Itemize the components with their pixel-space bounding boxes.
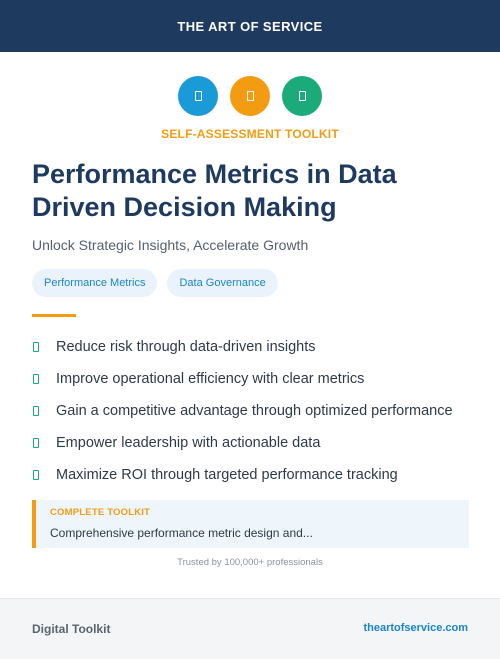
benefit-item: Maximize ROI through targeted performanc… <box>32 459 482 491</box>
bullet-icon <box>33 470 39 480</box>
benefit-item: Improve operational efficiency with clea… <box>32 363 482 395</box>
page-title: Performance Metrics in Data Driven Decis… <box>32 159 397 222</box>
benefit-text: Empower leadership with actionable data <box>56 435 321 451</box>
trust-note: Trusted by 100,000+ professionals <box>177 557 323 568</box>
benefit-list: Reduce risk through data-driven insights… <box>32 331 482 491</box>
bullet-icon <box>33 438 39 448</box>
document-icon <box>246 91 254 101</box>
bullet-icon <box>33 342 39 352</box>
document-icon <box>194 91 202 101</box>
toolkit-icon-orange <box>230 76 270 116</box>
accent-divider <box>32 314 76 317</box>
footer-website-link[interactable]: theartofservice.com <box>363 622 468 634</box>
footer-label: Digital Toolkit <box>32 622 111 636</box>
toolkit-icon-green <box>282 76 322 116</box>
benefit-text: Improve operational efficiency with clea… <box>56 371 365 387</box>
callout-label: COMPLETE TOOLKIT <box>50 507 151 518</box>
bullet-icon <box>33 374 39 384</box>
tag-performance-metrics[interactable]: Performance Metrics <box>32 269 158 297</box>
icon-row <box>0 76 500 116</box>
benefit-text: Gain a competitive advantage through opt… <box>56 403 453 419</box>
tag-data-governance[interactable]: Data Governance <box>167 269 278 297</box>
callout-description: Comprehensive performance metric design … <box>50 526 313 540</box>
toolkit-callout: COMPLETE TOOLKIT Comprehensive performan… <box>32 500 469 548</box>
header-bar: THE ART OF SERVICE <box>0 0 500 52</box>
footer-bar: Digital Toolkit theartofservice.com <box>0 598 500 659</box>
toolkit-icon-blue <box>178 76 218 116</box>
benefit-text: Maximize ROI through targeted performanc… <box>56 467 398 483</box>
benefit-item: Empower leadership with actionable data <box>32 427 482 459</box>
bullet-icon <box>33 406 39 416</box>
page-subtitle: Unlock Strategic Insights, Accelerate Gr… <box>32 237 309 253</box>
benefit-item: Gain a competitive advantage through opt… <box>32 395 482 427</box>
benefit-item: Reduce risk through data-driven insights <box>32 331 482 363</box>
tag-list: Performance Metrics Data Governance <box>32 269 278 297</box>
toolkit-kicker: SELF-ASSESSMENT TOOLKIT <box>161 127 339 141</box>
document-icon <box>298 91 306 101</box>
brand-name: THE ART OF SERVICE <box>177 18 323 34</box>
benefit-text: Reduce risk through data-driven insights <box>56 339 316 355</box>
